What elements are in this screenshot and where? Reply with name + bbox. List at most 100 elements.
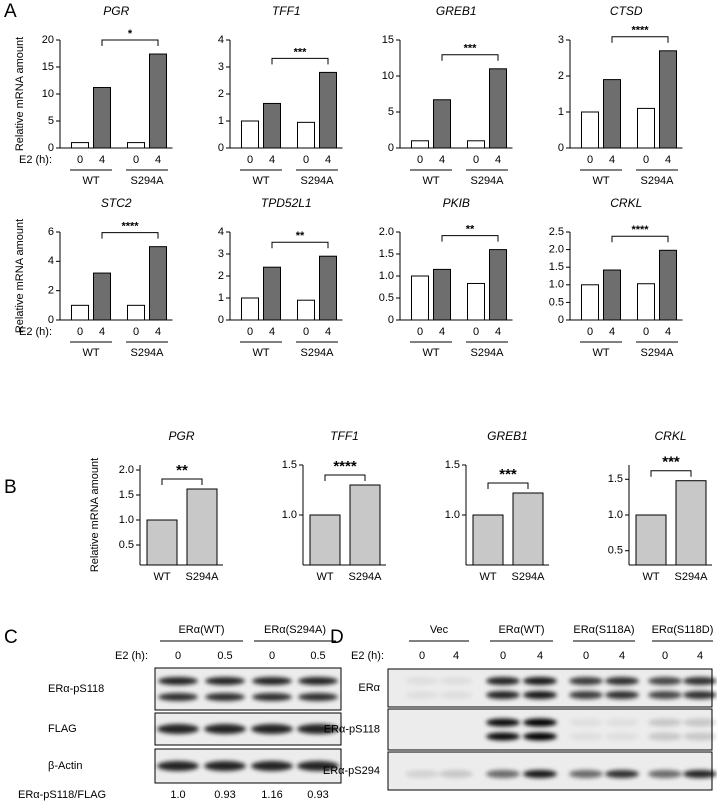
row-label: ERα-pS294 <box>323 765 380 777</box>
y-tick-label: 1.5 <box>379 248 394 260</box>
significance-label: * <box>128 28 133 40</box>
y-tick-label: 5 <box>48 115 54 127</box>
x-tick-label: 4 <box>439 326 445 338</box>
x-tick-label: 4 <box>269 326 275 338</box>
blot-band <box>405 691 439 699</box>
x-tick-label: 0 <box>587 326 593 338</box>
y-axis-label: Relative mRNA amount <box>89 458 101 572</box>
group-label: S294A <box>470 175 504 187</box>
y-tick-label: 6 <box>48 226 54 238</box>
bar <box>433 268 451 321</box>
x-tick-label: 0 <box>303 326 309 338</box>
significance-bracket <box>271 241 329 249</box>
y-tick-label: 3 <box>558 34 564 46</box>
group-label: WT <box>422 347 439 359</box>
significance-bracket <box>611 36 669 43</box>
y-tick-label: 1.0 <box>445 509 460 521</box>
lane-label: 0 <box>583 650 589 662</box>
bar <box>263 266 281 321</box>
group-label: WT <box>82 175 99 187</box>
bar <box>581 284 599 321</box>
bar <box>512 492 544 566</box>
blot-band <box>605 770 639 778</box>
y-tick-label: 1.5 <box>445 459 460 471</box>
significance-bracket <box>441 54 499 61</box>
y-tick-label: 0 <box>218 142 224 154</box>
x-tick-label: 0 <box>587 154 593 166</box>
x-tick-label: 4 <box>155 326 161 338</box>
lane-label: 0.5 <box>310 650 325 662</box>
x-tick-label: 4 <box>269 154 275 166</box>
significance-bracket <box>161 478 203 485</box>
group-label: WT <box>252 347 269 359</box>
lane-label: 4 <box>619 650 625 662</box>
group-label: S294A <box>300 175 334 187</box>
blot-band <box>486 770 520 778</box>
y-tick-label: 20 <box>42 34 54 46</box>
blot-band <box>486 677 520 685</box>
blot-band <box>297 761 339 771</box>
x-tick-label: 0 <box>417 326 423 338</box>
x-tick-label: S294A <box>348 571 382 583</box>
y-tick-label: 2 <box>218 88 224 100</box>
y-tick-label: 1.0 <box>549 279 564 291</box>
bar <box>241 297 259 321</box>
significance-label: **** <box>333 458 357 475</box>
x-tick-label: 4 <box>609 326 615 338</box>
group-label: S294A <box>300 347 334 359</box>
significance-bracket <box>101 232 159 239</box>
y-axis-label: Relative mRNA amount <box>14 219 26 333</box>
y-tick-label: 1.0 <box>608 509 623 521</box>
blot-band <box>405 677 439 685</box>
chart-title: TFF1 <box>330 429 359 443</box>
row-label: FLAG <box>48 723 77 735</box>
y-tick-label: 1.0 <box>282 509 297 521</box>
bar <box>146 519 178 566</box>
significance-label: *** <box>294 46 308 58</box>
y-tick-label: 2 <box>558 70 564 82</box>
bar <box>411 275 429 321</box>
bar <box>349 484 381 566</box>
chart-title: GREB1 <box>436 4 477 18</box>
bar <box>489 249 507 321</box>
lane-label: 4 <box>453 650 459 662</box>
y-tick-label: 2.0 <box>119 464 134 476</box>
blot-membrane <box>387 708 713 751</box>
x-tick-label: WT <box>153 571 170 583</box>
bar <box>127 304 145 321</box>
group-label: S294A <box>640 175 674 187</box>
x-tick-label: 0 <box>303 154 309 166</box>
bar <box>263 102 281 149</box>
blot-band <box>683 691 717 699</box>
bar <box>149 53 167 149</box>
significance-label: *** <box>499 466 517 483</box>
blot-band <box>683 732 717 741</box>
blot-band <box>605 718 639 727</box>
bar <box>467 282 485 321</box>
group-label: S294A <box>640 347 674 359</box>
lane-label: 4 <box>697 650 703 662</box>
blot-band <box>486 691 520 699</box>
group-label: ERα(S118D) <box>652 624 714 636</box>
row-label: ERα-pS118 <box>48 683 104 695</box>
bar <box>637 283 655 321</box>
blot-band <box>648 732 682 741</box>
y-tick-label: 2.0 <box>379 226 394 238</box>
group-label: Vec <box>430 624 449 636</box>
blot-band <box>605 732 639 741</box>
row-label: ERα <box>358 682 380 694</box>
blot-band <box>648 718 682 727</box>
blot-band <box>569 677 603 685</box>
lane-label: 0 <box>662 650 668 662</box>
bar <box>309 514 341 566</box>
blot-band <box>158 693 198 701</box>
blot-membrane <box>387 668 713 708</box>
x-tick-label: S294A <box>185 571 219 583</box>
y-tick-label: 1.5 <box>608 473 623 485</box>
blot-band <box>205 677 245 685</box>
blot-band <box>648 677 682 685</box>
quant-value: 0.93 <box>214 789 235 801</box>
x-tick-label: 4 <box>665 154 671 166</box>
x-tick-label: WT <box>479 571 496 583</box>
y-tick-label: 15 <box>42 61 54 73</box>
